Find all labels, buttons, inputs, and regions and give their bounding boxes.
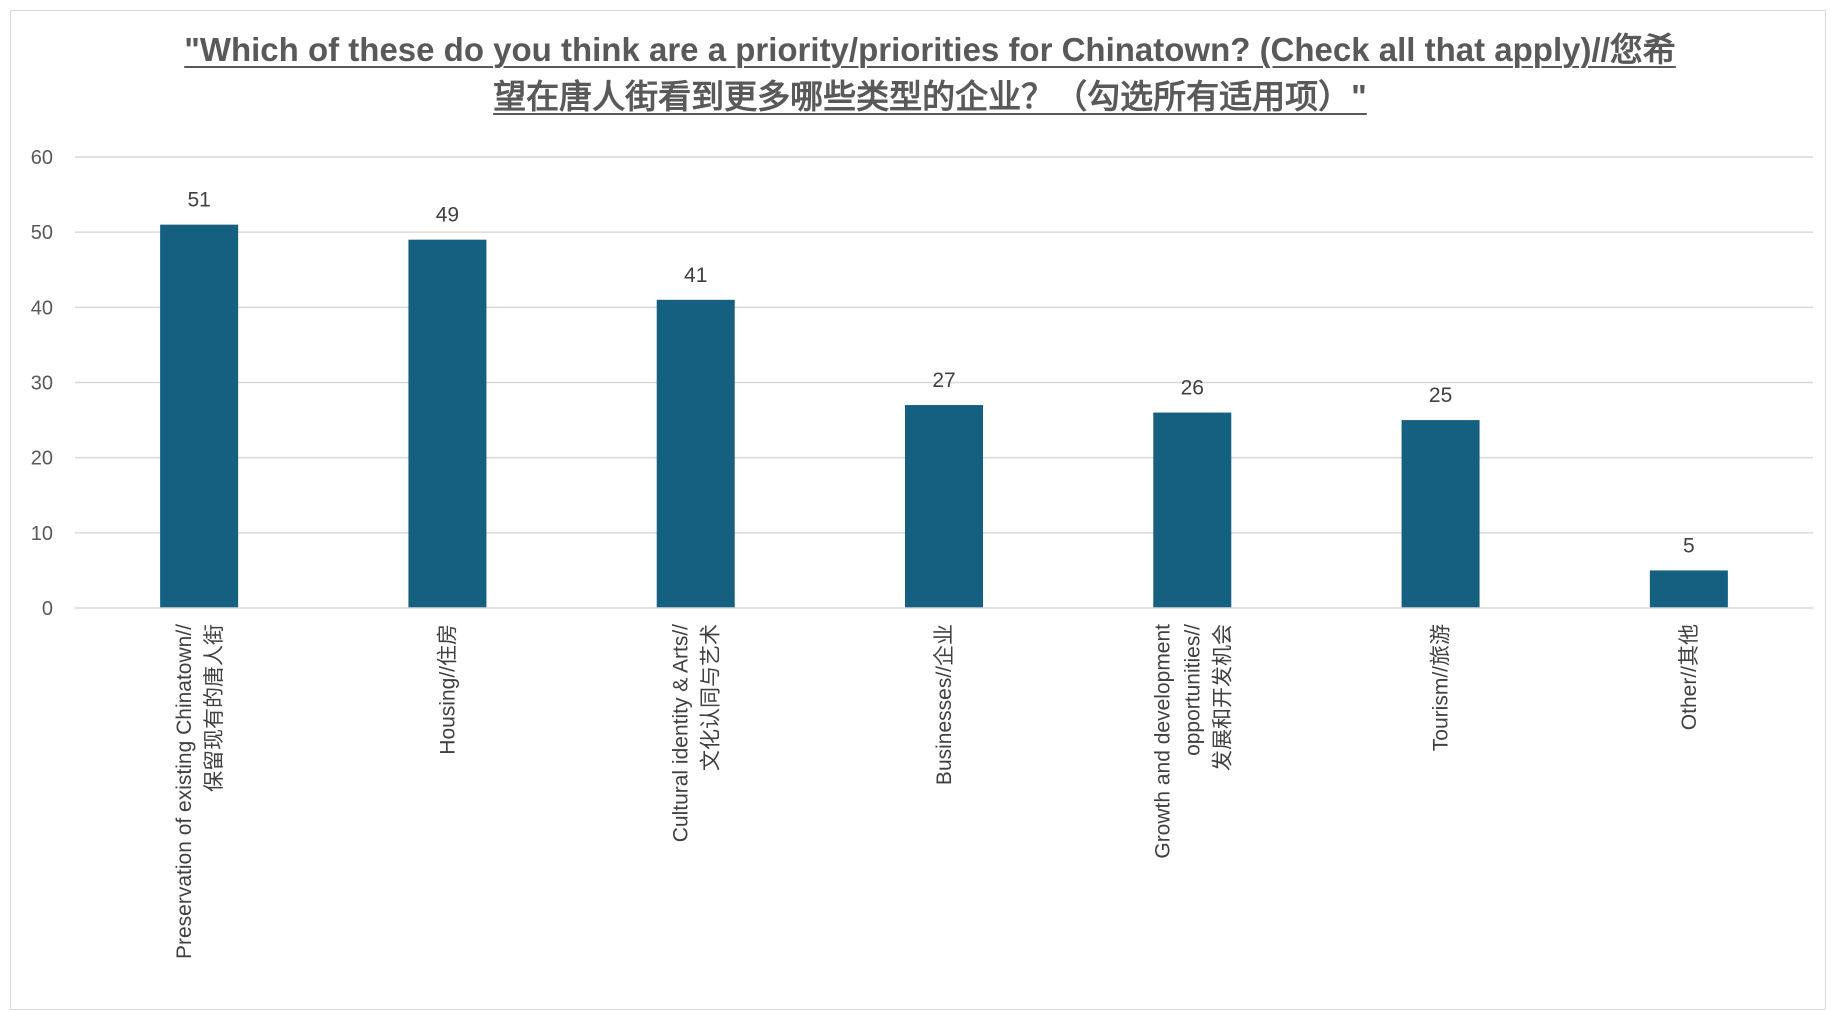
data-label: 27 [932,369,955,392]
y-tick-label: 30 [31,373,53,395]
x-tick-label-line: 发展和开发机会 [1211,624,1234,771]
x-tick-label-line: opportunities// [1181,624,1204,756]
data-label: 26 [1181,377,1204,400]
y-tick-label: 60 [31,147,53,169]
data-label: 25 [1429,384,1452,407]
data-label: 49 [436,204,459,227]
bar [408,239,487,608]
y-axis-tick-labels: 0 10 20 30 40 50 60 [31,147,53,620]
x-tick-label: Housing//住房 [436,624,459,755]
bar [1153,412,1232,608]
x-tick-label: Cultural identity & Arts// 文化认同与艺术 [670,624,723,842]
x-tick-label-line: Businesses//企业 [933,624,956,785]
chart-title: "Which of these do you think are a prior… [180,26,1680,120]
x-tick-label-line: Tourism//旅游 [1430,624,1453,751]
data-label: 51 [187,189,210,212]
x-tick-label: Growth and development opportunities// 发展和… [1151,624,1234,859]
bar [656,299,735,608]
bar [1649,570,1728,608]
x-tick-label: Preservation of existing Chinatown// 保留现有… [173,624,226,959]
x-tick-label-line: Other//其他 [1678,624,1701,730]
y-tick-label: 0 [42,598,53,620]
x-tick-label: Tourism//旅游 [1430,624,1453,751]
bar [160,224,239,608]
bars [160,224,1728,608]
y-tick-label: 10 [31,523,53,545]
x-tick-label-line: 保留现有的唐人街 [203,624,226,792]
bar [905,405,983,608]
x-tick-label-line: Preservation of existing Chinatown// [173,624,196,959]
data-labels: 51 49 41 27 26 25 5 [187,189,1694,558]
data-label: 41 [684,264,707,287]
x-tick-label-line: Housing//住房 [436,624,459,755]
y-tick-label: 40 [31,297,53,319]
x-tick-label-line: Cultural identity & Arts// [670,624,693,842]
x-tick-label: Other//其他 [1678,624,1701,730]
chart-title-text: "Which of these do you think are a prior… [184,31,1676,115]
y-tick-label: 50 [31,222,53,244]
x-axis-tick-labels: Preservation of existing Chinatown// 保留现有… [173,624,1701,959]
x-tick-label-line: Growth and development [1151,624,1174,859]
x-tick-label: Businesses//企业 [933,624,956,785]
bar [1401,420,1480,608]
x-tick-label-line: 文化认同与艺术 [700,624,723,771]
data-label: 5 [1683,534,1695,557]
y-tick-label: 20 [31,448,53,470]
